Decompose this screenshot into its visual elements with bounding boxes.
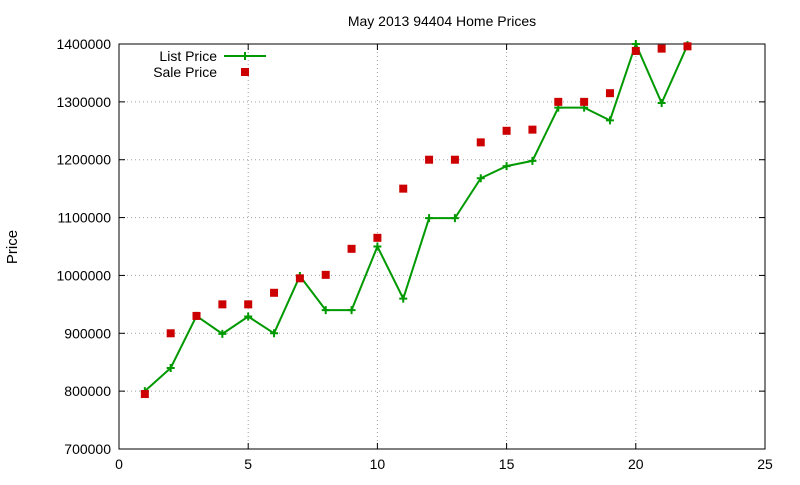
chart-title: May 2013 94404 Home Prices [348,13,536,29]
list-price-point [218,329,227,338]
sale-price-point [218,300,227,309]
sale-price-point [580,97,589,106]
list-price-point [528,156,537,165]
list-price-point [166,364,175,372]
y-tick-label: 1400000 [56,36,111,52]
x-tick-label: 0 [115,456,123,472]
sale-price-point [528,125,537,134]
list-price-point [321,306,330,315]
sale-price-point [373,233,382,242]
sale-price-point [476,138,485,147]
tick-layer [118,43,766,450]
plot-frame [118,43,766,450]
sale-price-point [244,300,253,309]
list-price-point [347,306,356,315]
sale-price-point [425,155,434,164]
sale-price-point [554,97,563,106]
x-tick-label: 20 [628,456,644,472]
sale-price-point [631,46,640,55]
y-tick-label: 1300000 [56,94,111,110]
tick-label-layer: 0 5 10 15 20 25 700000 800000 900000 1000000 11000… [56,36,773,472]
list-price-point [373,242,382,251]
sale-price-point [192,311,201,320]
list-price-point [502,162,511,171]
list-price-point [450,214,459,223]
list-price-point [631,40,640,48]
y-tick-label: 800000 [64,383,111,399]
x-tick-label: 15 [499,456,515,472]
sale-price-point [270,288,279,297]
sale-price-point [683,42,692,51]
list-price-point [270,329,279,338]
y-tick-label: 1000000 [56,267,111,283]
y-tick-label: 1100000 [58,210,112,226]
sale-price-point [347,244,356,253]
list-price-point [476,174,485,183]
list-price-point [399,294,408,303]
list-price-point [657,99,666,108]
sale-price-point [166,329,175,338]
x-tick-label: 25 [757,456,773,472]
y-tick-label: 700000 [64,441,111,457]
list-price-point [605,116,614,125]
y-tick-label: 1200000 [56,152,111,168]
sale-price-point [140,390,149,399]
legend-marker-sale-price [241,68,249,76]
sale-price-point [605,89,614,98]
y-tick-label: 900000 [64,325,111,341]
legend-marker-list-price [241,52,249,60]
y-axis-label: Price [4,230,21,264]
list-price-point [425,214,434,223]
legend-label-sale-price: Sale Price [153,64,217,80]
sale-price-point [295,274,304,283]
sale-price-point [321,270,330,279]
x-tick-label: 5 [244,456,252,472]
grid-layer [119,44,765,449]
sale-price-point [450,155,459,164]
legend-label-list-price: List Price [159,48,217,64]
list-price-point [244,312,253,321]
list-price-line [144,41,689,392]
series-layer [140,40,692,399]
sale-price-point [657,44,666,53]
sale-price-point [502,126,511,135]
sale-price-point [399,184,408,193]
legend: List Price Sale Price [153,48,266,80]
x-tick-label: 10 [370,456,386,472]
